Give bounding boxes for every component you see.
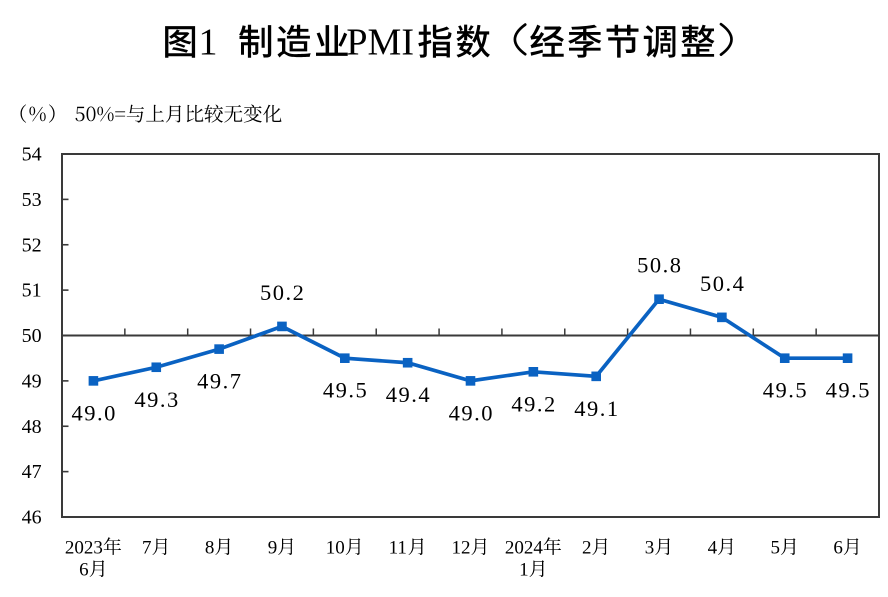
svg-text:50.4: 50.4 xyxy=(700,271,745,296)
svg-text:9: 9 xyxy=(268,538,278,559)
svg-text:49.5: 49.5 xyxy=(826,378,871,403)
svg-text:11: 11 xyxy=(389,538,407,559)
svg-text:4: 4 xyxy=(708,538,718,559)
svg-text:50.2: 50.2 xyxy=(260,280,305,305)
svg-text:7: 7 xyxy=(142,538,152,559)
svg-text:2: 2 xyxy=(582,538,592,559)
svg-text:50: 50 xyxy=(22,325,42,347)
svg-text:49.0: 49.0 xyxy=(449,400,494,425)
svg-text:2023: 2023 xyxy=(65,538,103,559)
svg-text:1: 1 xyxy=(519,560,529,581)
svg-text:49.7: 49.7 xyxy=(197,369,242,394)
svg-text:52: 52 xyxy=(22,234,42,256)
svg-text:47: 47 xyxy=(22,461,42,483)
svg-text:49.3: 49.3 xyxy=(134,387,179,412)
svg-text:49.2: 49.2 xyxy=(511,391,556,416)
svg-text:49.5: 49.5 xyxy=(323,378,368,403)
svg-text:PMI: PMI xyxy=(346,22,414,64)
svg-text:49.1: 49.1 xyxy=(574,396,619,421)
svg-text:1: 1 xyxy=(199,22,218,64)
svg-text:10: 10 xyxy=(326,538,345,559)
svg-text:6: 6 xyxy=(79,560,89,581)
svg-text:3: 3 xyxy=(645,538,655,559)
svg-text:5: 5 xyxy=(770,538,780,559)
svg-text:50.8: 50.8 xyxy=(637,253,682,278)
svg-text:49.4: 49.4 xyxy=(386,382,431,407)
svg-text:46: 46 xyxy=(22,507,42,529)
svg-text:49.0: 49.0 xyxy=(71,400,116,425)
svg-text:49.5: 49.5 xyxy=(763,378,808,403)
svg-text:2024: 2024 xyxy=(505,538,543,559)
svg-text:49: 49 xyxy=(22,370,42,392)
svg-text:51: 51 xyxy=(22,280,42,302)
svg-text:53: 53 xyxy=(22,189,42,211)
svg-text:54: 54 xyxy=(22,144,42,166)
svg-text:8: 8 xyxy=(205,538,215,559)
svg-text:48: 48 xyxy=(22,416,42,438)
svg-text:6: 6 xyxy=(833,538,843,559)
svg-text:12: 12 xyxy=(452,538,471,559)
